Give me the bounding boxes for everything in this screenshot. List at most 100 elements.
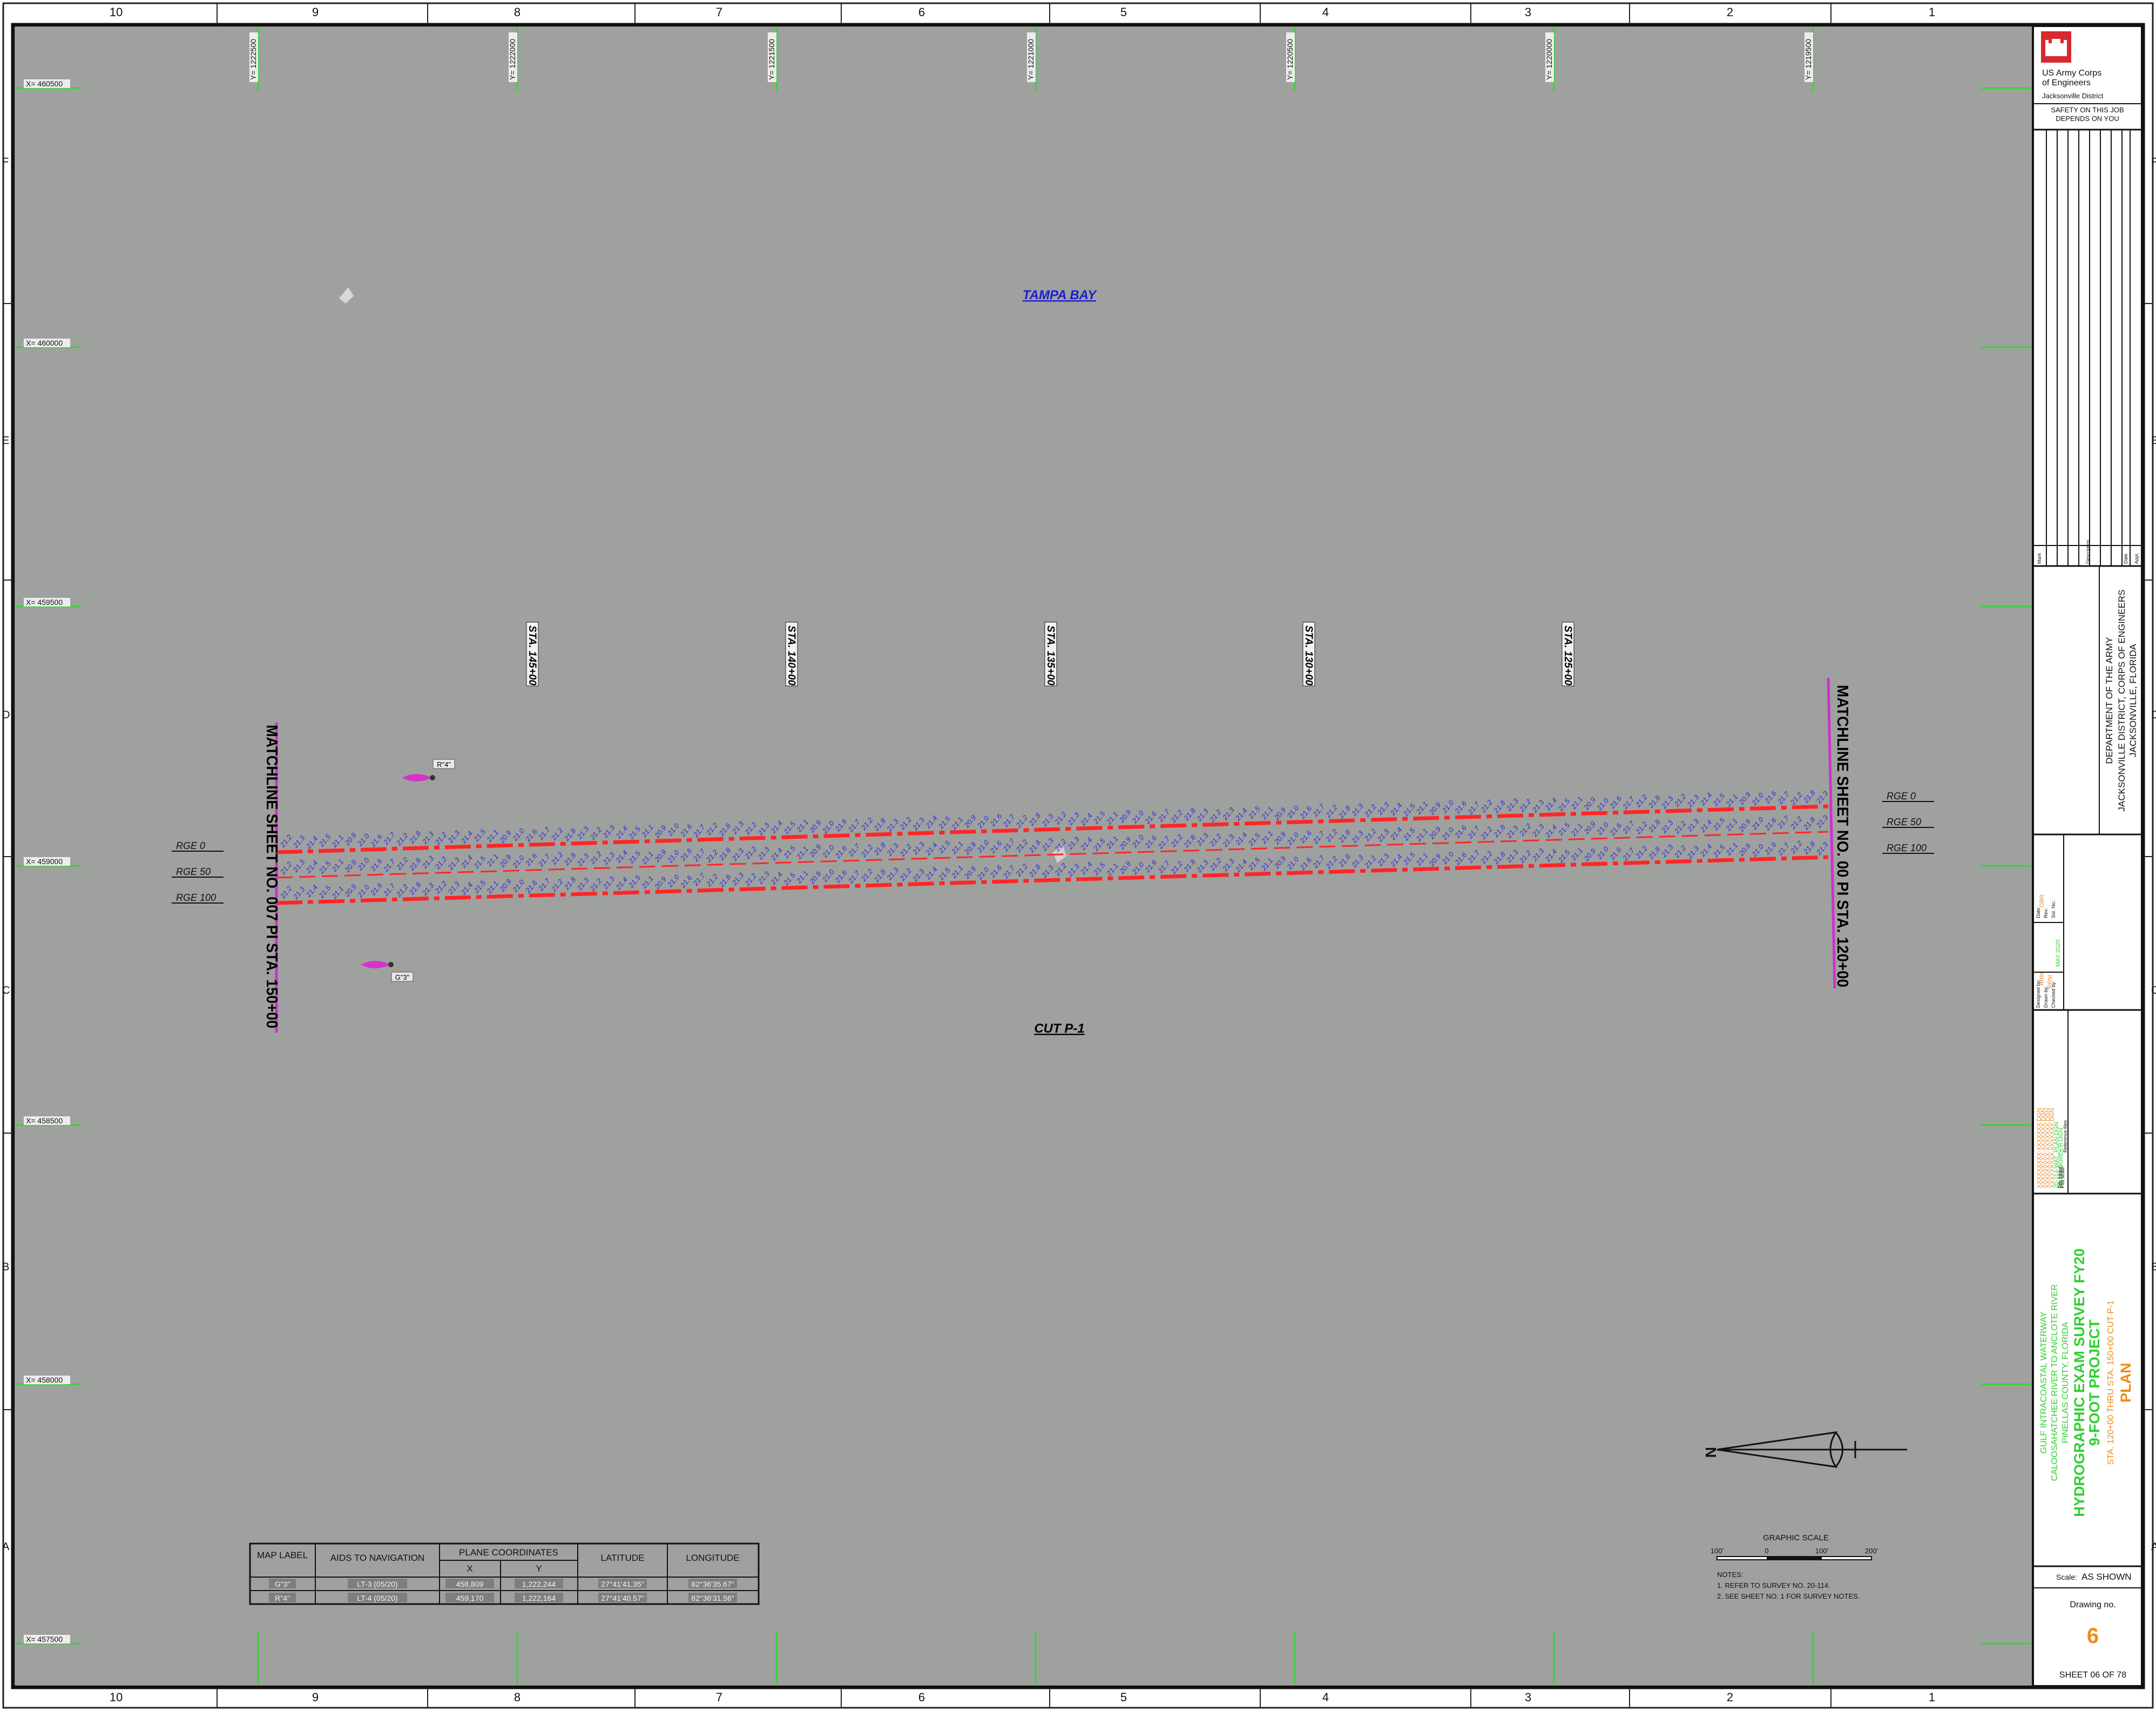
zone-column-label: 4: [1322, 5, 1329, 19]
title-block: US Army Corps of Engineers Jacksonville …: [2032, 25, 2143, 1687]
zone-row-label: B: [2151, 1261, 2156, 1273]
range-line-50: [276, 831, 1829, 879]
department-line3: JACKSONVILLE, FLORIDA: [2128, 643, 2138, 757]
revision-header: Date: [2123, 554, 2128, 564]
zone-column-label: 6: [918, 5, 925, 19]
castle-icon: [2045, 39, 2067, 56]
aids-table-header-plane: PLANE COORDINATES: [459, 1547, 558, 1558]
aid-r4-symbol: [402, 774, 432, 782]
grid-ticks: X= 460500 X= 460000 X= 459500 X= 459000 X= 4…: [16, 28, 2031, 1684]
agency-line1: US Army Corps: [2042, 69, 2101, 78]
grid-y-label: Y= 1219500: [1804, 39, 1813, 80]
aid-r4[interactable]: R"4": [402, 759, 455, 782]
station-label: STA. 140+00: [786, 625, 797, 686]
range-line-100: [276, 855, 1829, 905]
aids-table-cell: 82°36'31.56": [691, 1594, 734, 1602]
graphic-scale-tick-label: 100': [1815, 1547, 1828, 1555]
grid-x-label: X= 459500: [26, 598, 63, 607]
design-value: GBR: [2039, 894, 2045, 907]
aids-table-cell: 82°36'35.67": [691, 1580, 734, 1588]
station-label: STA. 125+00: [1562, 625, 1573, 686]
grid-y-label: Y= 1221000: [1026, 39, 1035, 80]
aids-table-header-lon: LONGITUDE: [686, 1553, 739, 1563]
scale-label: Scale:: [2056, 1573, 2077, 1581]
matchline-left: MATCHLINE SHEET NO. 007 PI STA. 150+00: [263, 723, 280, 1033]
zone-row-label: A: [2, 1541, 10, 1553]
grid-y-label: Y= 1220500: [1286, 39, 1294, 80]
grid-x-label: X= 457500: [26, 1635, 63, 1643]
zone-row-label: A: [2151, 1541, 2156, 1553]
safety-slogan: SAFETY ON THIS JOB DEPENDS ON YOU: [2051, 106, 2124, 123]
drawing-number-label: Drawing no.: [2070, 1600, 2116, 1609]
file-value: XXXXXXXXX-XXXXXXX.DGN: [2045, 1108, 2051, 1188]
aids-table-cell: 27°41'40.57": [601, 1594, 644, 1602]
range-label: RGE 50: [1887, 817, 1921, 827]
graphic-scale-tick-label: 0: [1765, 1547, 1768, 1555]
revision-header: Mark: [2037, 553, 2042, 564]
grid-y-label: Y= 1222500: [249, 39, 258, 80]
graphic-scale-title: GRAPHIC SCALE: [1763, 1533, 1829, 1542]
zone-column-label: 8: [514, 1690, 521, 1704]
water-name-label: TAMPA BAY: [1023, 288, 1097, 302]
drawing-number: 6: [2087, 1624, 2099, 1648]
aid-r4-label-box: [432, 759, 455, 769]
aid-g3-symbol: [361, 961, 390, 968]
grid-x-label: X= 459000: [26, 857, 63, 866]
design-value: MAY 2020: [2055, 940, 2062, 967]
zone-column-label: 8: [514, 5, 521, 19]
grid-y-label: Y= 1220000: [1545, 39, 1553, 80]
north-arrow: N: [1702, 1431, 1907, 1468]
sheet-number: SHEET 06 OF 78: [2059, 1670, 2126, 1680]
matchline-right-line: [1827, 677, 1836, 989]
project-title: GULF INTRACOASTAL WATERWAY CALOOSAHATCHE…: [2039, 1248, 2134, 1517]
aids-table-frame: [249, 1542, 760, 1605]
channel-lines: [276, 804, 1829, 905]
range-label: RGE 100: [176, 892, 216, 903]
design-value: RRM: [2039, 972, 2045, 986]
revision-grid: Mark Description Date Appr.: [2033, 130, 2142, 566]
file-value: 20-114-BORDER.DGN: [2058, 1128, 2064, 1188]
aids-table-cell: 458,809: [456, 1580, 484, 1588]
zone-column-label: 7: [716, 5, 722, 19]
file-block: XXXXXXXXX-XXXXXXX.DGNXXXXXXXXX-XXXXXXX.D…: [2036, 1010, 2069, 1194]
range-line-0: [276, 804, 1829, 854]
design-label: Date:: [2036, 906, 2041, 918]
aids-table-header-y: Y: [536, 1564, 542, 1574]
aids-table-header-map-label: MAP LABEL: [257, 1550, 308, 1560]
station-label: STA. 135+00: [1045, 625, 1056, 686]
aids-table-cell: 27°41'41.35": [601, 1580, 644, 1588]
matchline-left-label: MATCHLINE SHEET NO. 007 PI STA. 150+00: [263, 725, 280, 1028]
zone-column-label: 5: [1120, 1690, 1127, 1704]
district-name: Jacksonville District: [2042, 92, 2104, 100]
graphic-scale: GRAPHIC SCALE 100' 0 100' 200': [1711, 1533, 1878, 1560]
aids-table-cell: LT-4 (05/20): [357, 1594, 397, 1602]
zone-labels: 10 10 9 9 8 8 7 7 6 6 5 5 4 4 3 3 2 2 1 1 F F E E D D C C B B A A: [2, 3, 2156, 1708]
north-arrow-n: N: [1702, 1447, 1719, 1458]
aids-table-cell: LT-3 (05/20): [357, 1580, 397, 1588]
station-label: STA. 130+00: [1303, 625, 1314, 686]
project-line3: PINELLAS COUNTY, FLORIDA: [2061, 1322, 2070, 1443]
zone-column-label: 4: [1322, 1690, 1329, 1704]
design-label: Sol. No.:: [2051, 899, 2056, 918]
zone-column-label: 2: [1727, 1690, 1733, 1704]
aid-g3[interactable]: G"3": [361, 961, 414, 982]
zone-column-label: 3: [1525, 1690, 1531, 1704]
zone-column-label: 9: [312, 5, 319, 19]
zone-row-label: D: [2, 709, 10, 721]
aids-table-cell: 1,222,244: [522, 1580, 556, 1588]
file-value: XXXXXXXXX-XXXXXXX.DGN: [2049, 1108, 2056, 1188]
design-label: Checked by:: [2051, 981, 2056, 1008]
file-value: XXXXXXXXX-XXXXXXX.DGN: [2036, 1108, 2043, 1188]
matchline-right-label: MATCHLINE SHEET NO. 00 PI STA. 120+00: [1834, 685, 1851, 987]
range-label: RGE 100: [1887, 843, 1927, 853]
file-value: XXXXXXXXX-XXXXXXX.DGN: [2040, 1108, 2047, 1188]
aid-r4-label: R"4": [437, 760, 451, 769]
file-label: File name:: [2057, 1166, 2063, 1188]
design-label: Designed by:: [2036, 979, 2041, 1008]
map-area: [15, 27, 2032, 1685]
file-label: Reference files: [2063, 1120, 2068, 1153]
note-item: 2. SEE SHEET NO. 1 FOR SURVEY NOTES.: [1717, 1592, 1860, 1600]
design-block: Designed by: Drawn by: Checked by: Date: Rev…: [2033, 834, 2064, 1010]
